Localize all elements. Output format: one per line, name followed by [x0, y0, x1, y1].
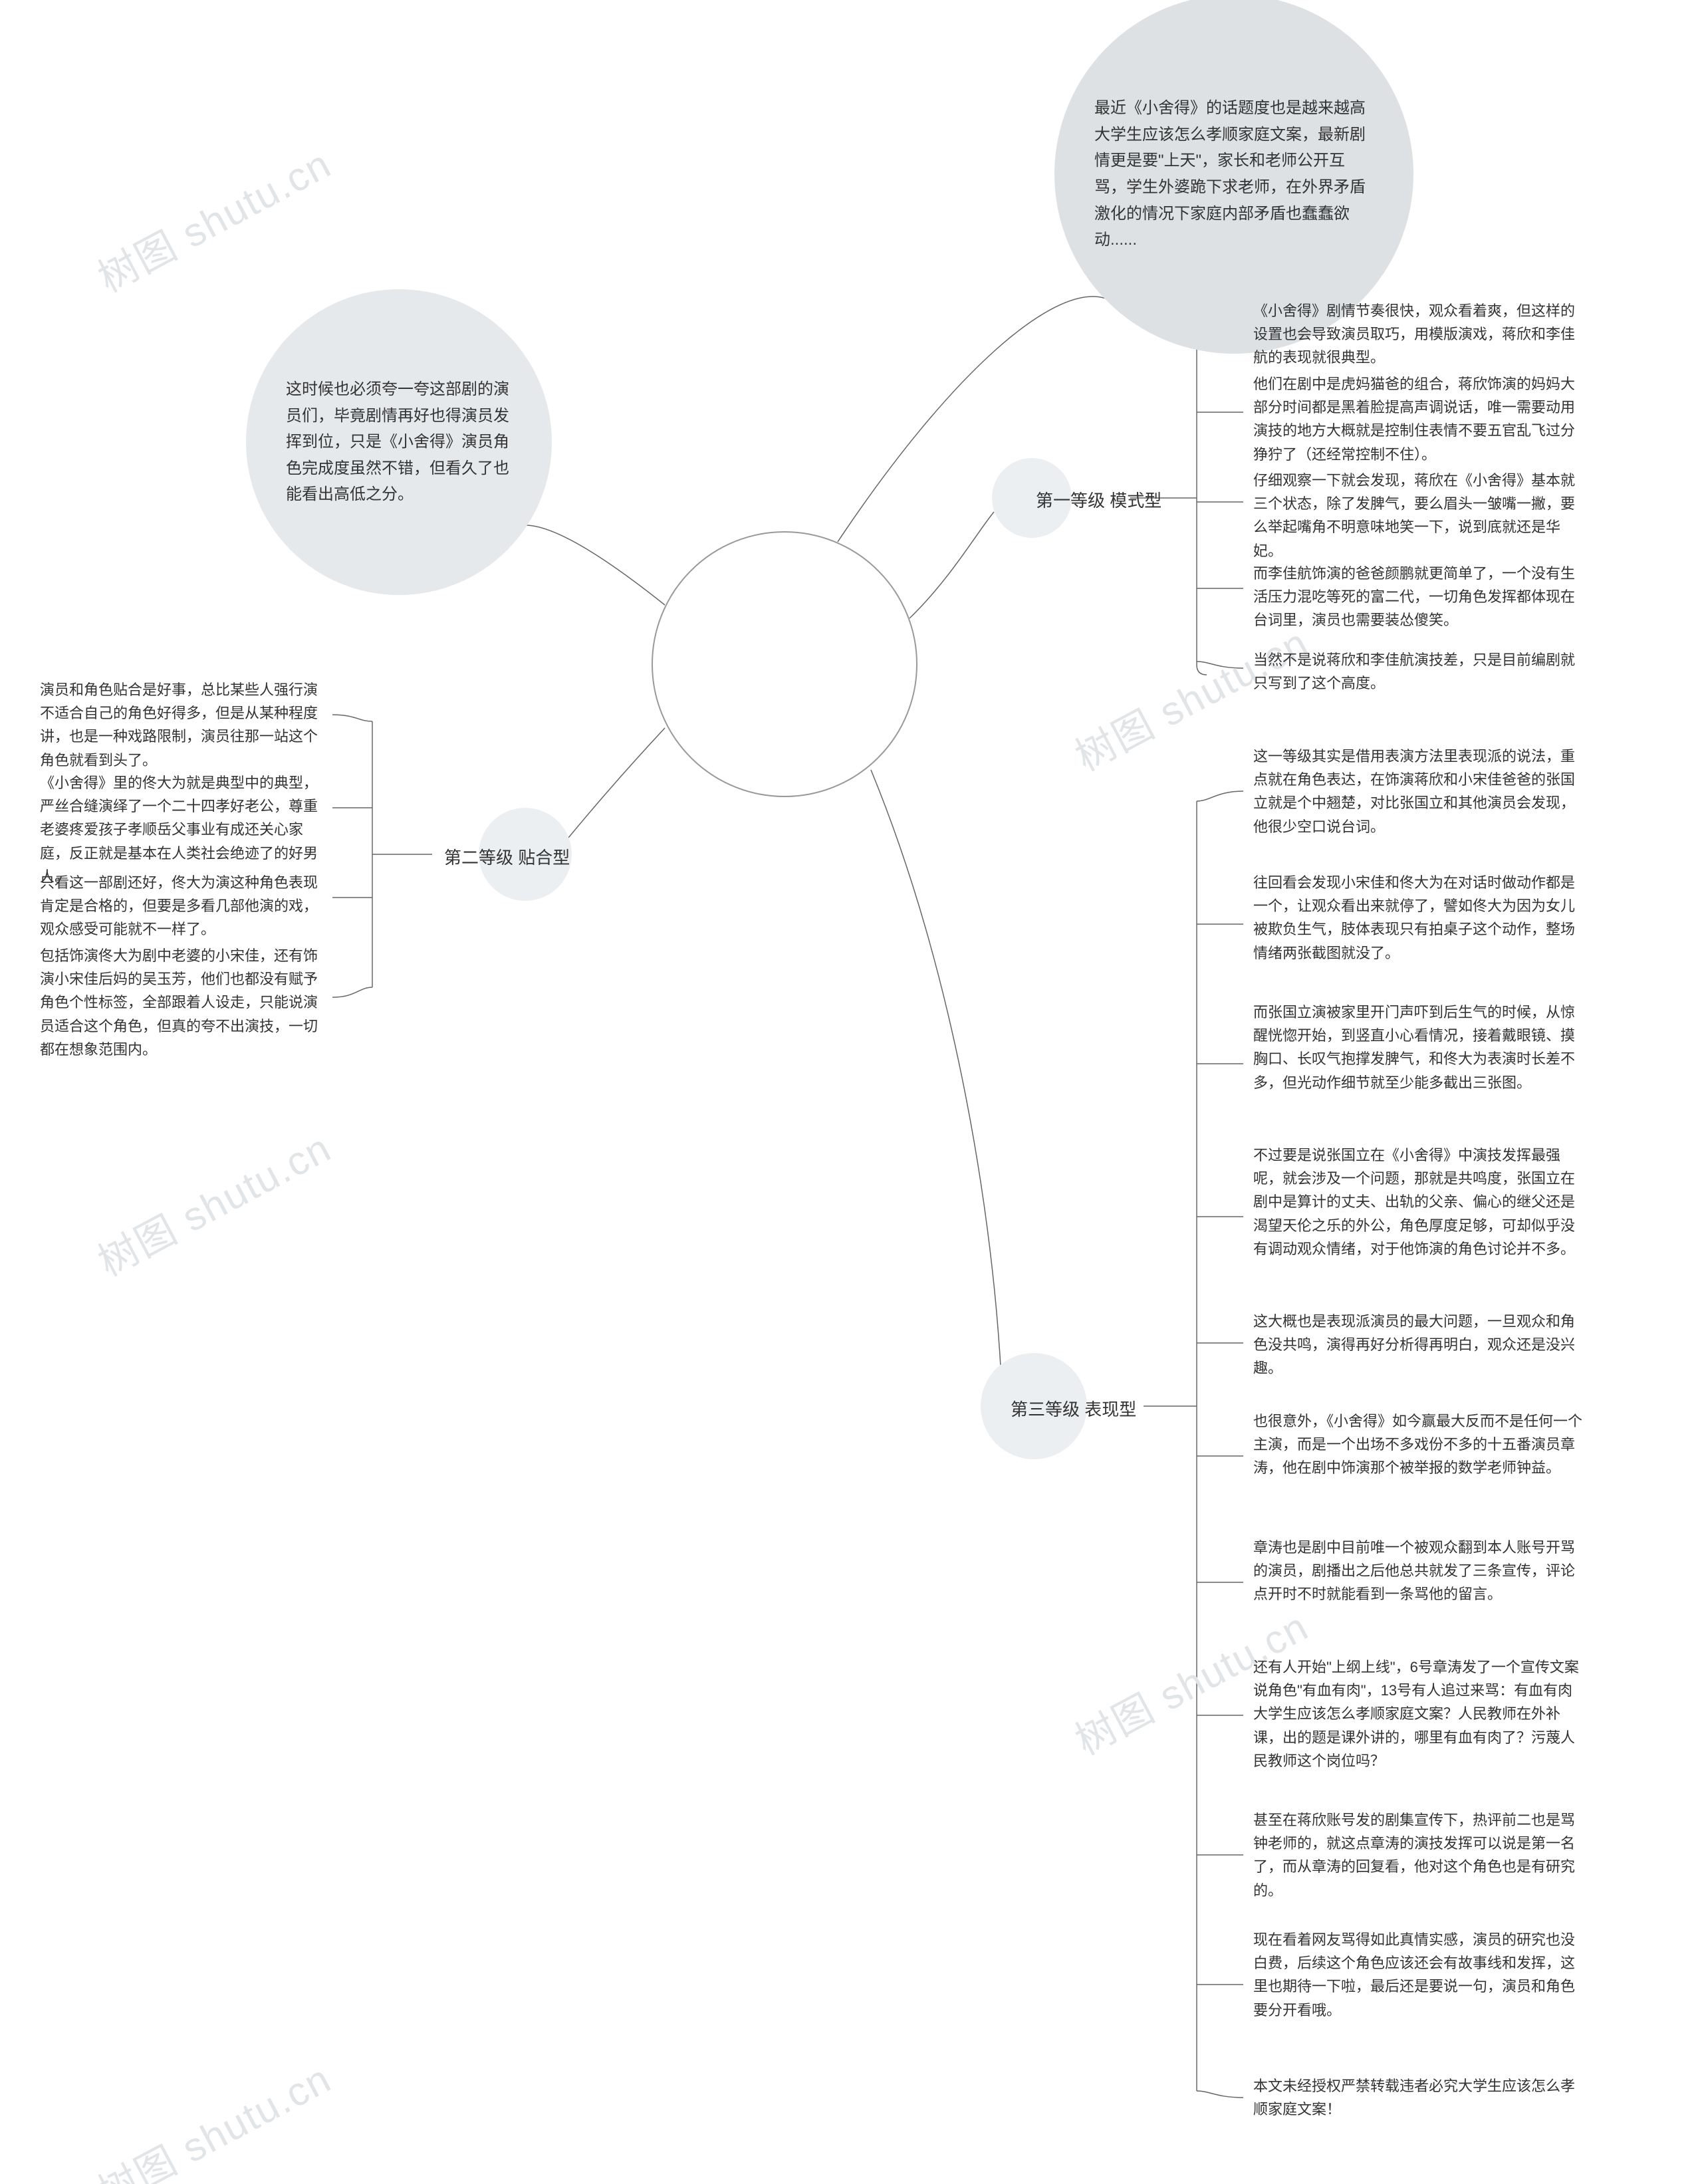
tier1-bracket: [1197, 326, 1207, 675]
tier3-item: 也很意外，《小舍得》如今赢最大反而不是任何一个主演，而是一个出场不多戏份不多的十…: [1253, 1409, 1586, 1480]
tier1-item: 他们在剧中是虎妈猫爸的组合，蒋欣饰演的妈妈大部分时间都是黑着脸提高声调说话，唯一…: [1253, 372, 1586, 466]
tier2-label: 第二等级 贴合型: [444, 844, 570, 869]
tier2-item: 只看这一部剧还好，佟大为演这种角色表现肯定是合格的，但要是多看几部他演的戏，观众…: [40, 871, 326, 941]
tier2-b1: [332, 715, 372, 721]
tier3-item: 本文未经授权严禁转载违者必究大学生应该怎么孝顺家庭文案！: [1253, 2074, 1586, 2121]
tier3-item: 往回看会发现小宋佳和佟大为在对话时做动作都是一个，让观众看出来就停了，譬如佟大为…: [1253, 871, 1586, 965]
edge-central-tier3: [871, 770, 1001, 1366]
tier2-b4: [332, 987, 372, 997]
tier2-item: 演员和角色贴合是好事，总比某些人强行演不适合自己的角色好得多，但是从某种程度讲，…: [40, 678, 326, 772]
tier3-item: 还有人开始"上纲上线"，6号章涛发了一个宣传文案说角色"有血有肉"，13号有人追…: [1253, 1655, 1586, 1772]
top-intro-text: 最近《小舍得》的话题度也是越来越高大学生应该怎么孝顺家庭文案，最新剧情更是要"上…: [1094, 95, 1374, 253]
tier1-item: 仔细观察一下就会发现，蒋欣在《小舍得》基本就三个状态，除了发脾气，要么眉头一皱嘴…: [1253, 469, 1586, 562]
tier3-item: 甚至在蒋欣账号发的剧集宣传下，热评前二也是骂钟老师的，就这点章涛的演技发挥可以说…: [1253, 1808, 1586, 1902]
tier3-label: 第三等级 表现型: [1011, 1396, 1136, 1421]
tier2-item: 包括饰演佟大为剧中老婆的小宋佳，还有饰演小宋佳后妈的吴玉芳，他们也都没有赋予角色…: [40, 944, 326, 1061]
tier3-item: 章涛也是剧中目前唯一个被观众翻到本人账号开骂的演员，剧播出之后他总共就发了三条宣…: [1253, 1536, 1586, 1606]
tier1-item: 《小舍得》剧情节奏很快，观众看着爽，但这样的设置也会导致演员取巧，用模版演戏，蒋…: [1253, 299, 1586, 370]
central-node[interactable]: [652, 531, 917, 797]
tier1-b5: [1197, 662, 1243, 668]
edge-central-left: [525, 525, 665, 605]
tier3-item: 这一等级其实是借用表演方法里表现派的说法，重点就在角色表达，在饰演蒋欣和小宋佳爸…: [1253, 745, 1586, 838]
tier3-item: 这大概也是表现派演员的最大问题，一旦观众和角色没共鸣，演得再好分析得再明白，观众…: [1253, 1310, 1586, 1380]
tier3-item: 现在看着网友骂得如此真情实感，演员的研究也没白费，后续这个角色应该还会有故事线和…: [1253, 1928, 1586, 2022]
edge-central-tier1: [910, 512, 994, 618]
tier3-b1: [1197, 791, 1243, 801]
left-intro-text: 这时候也必须夸一夸这部剧的演员们，毕竟剧情再好也得演员发挥到位，只是《小舍得》演…: [286, 376, 512, 508]
tier3-item: 而张国立演被家里开门声吓到后生气的时候，从惊醒恍惚开始，到竖直小心看情况，接着戴…: [1253, 1001, 1586, 1094]
tier3-item: 不过要是说张国立在《小舍得》中演技发挥最强呢，就会涉及一个问题，那就是共鸣度，张…: [1253, 1144, 1586, 1261]
left-intro-node[interactable]: 这时候也必须夸一夸这部剧的演员们，毕竟剧情再好也得演员发挥到位，只是《小舍得》演…: [246, 289, 552, 595]
edge-central-tier2: [568, 728, 665, 838]
tier1-item: 当然不是说蒋欣和李佳航演技差，只是目前编剧就只写到了这个高度。: [1253, 648, 1586, 695]
tier1-label: 第一等级 模式型: [1036, 487, 1161, 512]
tier3-b11: [1197, 2091, 1243, 2098]
tier1-item: 而李佳航饰演的爸爸颜鹏就更简单了，一个没有生活压力混吃等死的富二代，一切角色发挥…: [1253, 562, 1586, 632]
